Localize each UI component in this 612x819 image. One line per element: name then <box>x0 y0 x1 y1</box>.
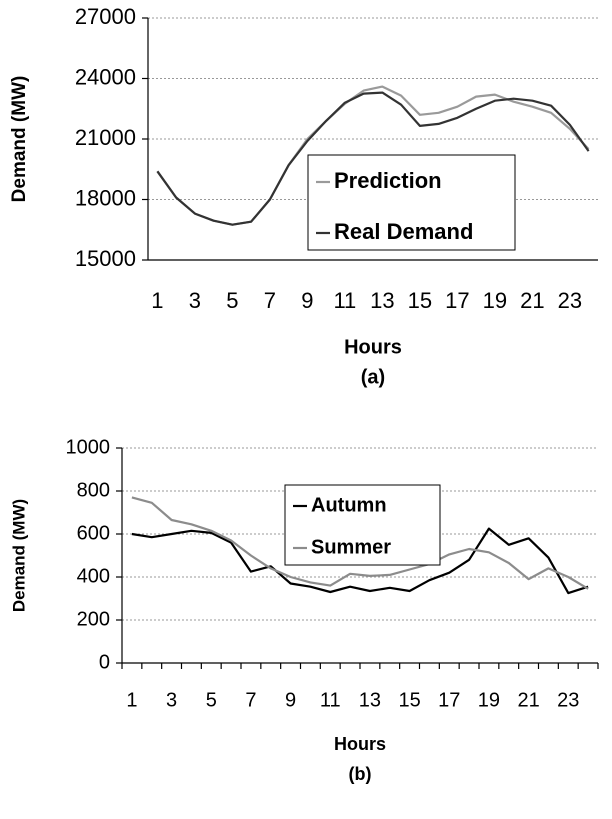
x-tick-label: 21 <box>517 689 539 711</box>
y-axis-title: Demand (MW) <box>9 499 28 612</box>
legend-label: Autumn <box>311 494 387 516</box>
x-tick-label: 23 <box>558 288 582 313</box>
legend-box <box>307 154 516 251</box>
x-tick-label: 1 <box>151 288 163 313</box>
x-tick-label: 7 <box>245 689 256 711</box>
x-axis-title: Hours <box>334 734 386 754</box>
legend-label: Summer <box>311 536 391 558</box>
y-tick-label: 1000 <box>66 436 111 458</box>
legend-box <box>284 484 441 566</box>
legend-label: Prediction <box>334 168 442 193</box>
x-tick-label: 15 <box>408 288 432 313</box>
y-tick-label: 15000 <box>75 246 136 271</box>
y-tick-label: 800 <box>77 479 110 501</box>
x-tick-label: 17 <box>445 288 469 313</box>
y-tick-label: 18000 <box>75 185 136 210</box>
x-tick-label: 21 <box>520 288 544 313</box>
x-tick-label: 17 <box>438 689 460 711</box>
x-tick-label: 7 <box>264 288 276 313</box>
x-tick-label: 5 <box>206 689 217 711</box>
x-axis-title: Hours <box>344 336 402 358</box>
x-tick-label: 13 <box>370 288 394 313</box>
x-tick-label: 11 <box>333 288 356 313</box>
x-tick-label: 5 <box>226 288 238 313</box>
x-tick-label: 11 <box>320 689 341 711</box>
caption: (b) <box>349 764 372 784</box>
x-tick-label: 19 <box>483 288 507 313</box>
x-tick-label: 23 <box>557 689 579 711</box>
y-tick-label: 27000 <box>75 4 136 29</box>
x-tick-label: 9 <box>301 288 313 313</box>
y-tick-label: 24000 <box>75 64 136 89</box>
caption: (a) <box>361 366 385 388</box>
x-tick-label: 3 <box>166 689 177 711</box>
y-tick-label: 200 <box>77 608 110 630</box>
series-line <box>156 91 590 226</box>
x-tick-label: 19 <box>478 689 500 711</box>
legend-label: Real Demand <box>334 219 473 244</box>
y-axis-title: Demand (MW) <box>9 76 30 203</box>
y-tick-label: 0 <box>99 651 110 673</box>
x-tick-label: 9 <box>285 689 296 711</box>
x-tick-label: 15 <box>398 689 420 711</box>
series-line <box>131 527 589 595</box>
y-tick-label: 21000 <box>75 125 136 150</box>
y-tick-label: 600 <box>77 522 110 544</box>
series-line <box>131 496 589 590</box>
x-tick-label: 3 <box>189 288 201 313</box>
x-tick-label: 13 <box>359 689 381 711</box>
x-tick-label: 1 <box>126 689 137 711</box>
y-tick-label: 400 <box>77 565 110 587</box>
